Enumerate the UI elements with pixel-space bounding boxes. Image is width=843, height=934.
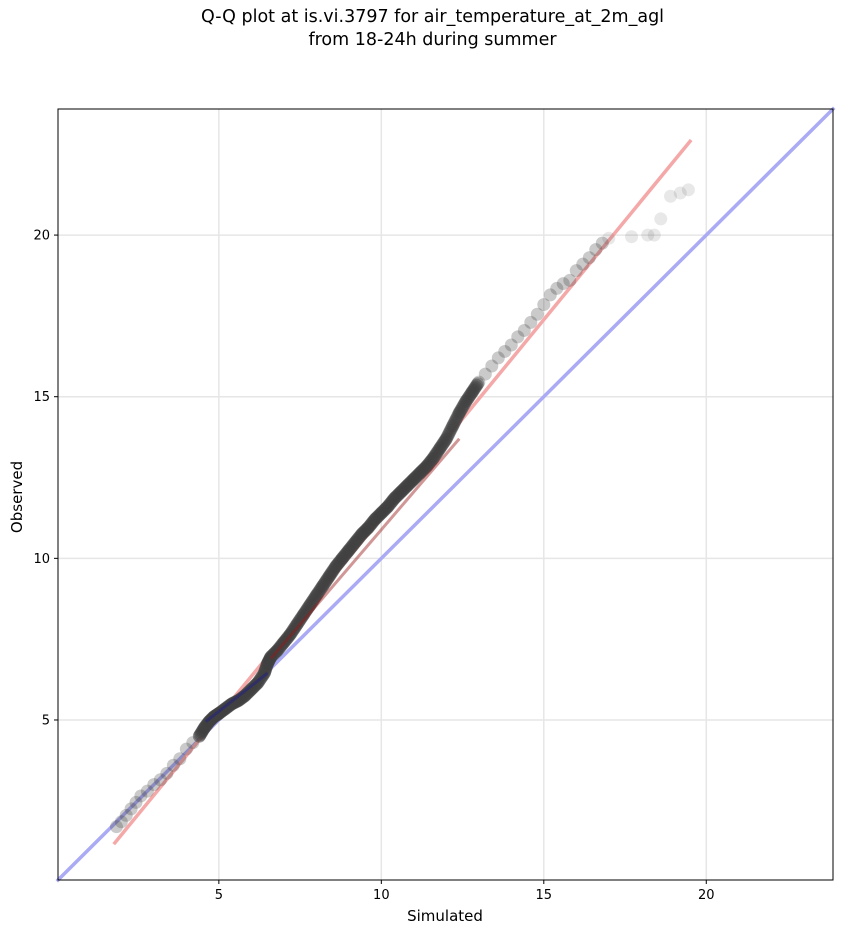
x-tick-label: 15 xyxy=(536,888,553,903)
x-tick-label: 20 xyxy=(698,888,715,903)
data-point xyxy=(569,264,583,278)
data-point xyxy=(109,820,123,834)
data-point xyxy=(664,189,678,203)
data-point xyxy=(316,579,330,593)
grid xyxy=(58,109,833,880)
data-point xyxy=(550,281,564,295)
data-point xyxy=(283,627,297,641)
tint-red xyxy=(269,437,461,660)
data-point xyxy=(114,815,128,829)
data-point xyxy=(472,375,486,389)
data-point xyxy=(530,307,544,321)
data-point xyxy=(654,212,668,226)
y-tick-label: 15 xyxy=(33,390,50,405)
data-point xyxy=(303,598,317,612)
data-point xyxy=(478,367,492,381)
point-overlap-tint xyxy=(204,437,461,723)
y-tick-label: 10 xyxy=(33,552,50,567)
data-point-overlap xyxy=(470,378,484,392)
data-point xyxy=(589,243,603,257)
data-point xyxy=(641,228,655,242)
data-point xyxy=(322,569,336,583)
data-point xyxy=(290,618,304,632)
y-tick-label: 5 xyxy=(42,713,50,728)
data-point xyxy=(166,758,180,772)
tint-blue xyxy=(204,671,269,723)
data-point xyxy=(498,344,512,358)
axis-ticks: 5 10 15 20 5 10 15 20 xyxy=(33,229,714,903)
chart-title-line-2: from 18-24h during summer xyxy=(308,30,557,50)
data-point-overlap xyxy=(447,417,461,431)
data-point xyxy=(439,432,453,446)
data-point-overlap xyxy=(440,430,454,444)
data-point xyxy=(673,186,687,200)
data-point xyxy=(625,230,639,244)
data-point xyxy=(537,298,551,312)
chart-title-line-1: Q-Q plot at is.vi.3797 for air_temperatu… xyxy=(200,7,665,27)
data-point xyxy=(582,251,596,265)
y-axis-label: Observed xyxy=(8,461,26,533)
data-point xyxy=(433,441,447,455)
data-point-overlap xyxy=(466,383,480,397)
chart-title: Q-Q plot at is.vi.3797 for air_temperatu… xyxy=(0,6,843,52)
data-point xyxy=(426,451,440,465)
one-to-one-line xyxy=(55,106,836,883)
data-point xyxy=(504,338,518,352)
data-point-overlap xyxy=(453,404,467,418)
data-point xyxy=(556,277,570,291)
x-tick-label: 10 xyxy=(373,888,390,903)
data-point xyxy=(134,789,148,803)
data-point xyxy=(602,231,616,245)
y-tick-label: 20 xyxy=(33,229,50,244)
data-point xyxy=(511,330,525,344)
data-point xyxy=(153,773,167,787)
data-point-overlap xyxy=(471,377,485,391)
data-point xyxy=(485,359,499,373)
data-point xyxy=(543,288,557,302)
data-point xyxy=(524,315,538,329)
data-point xyxy=(124,802,138,816)
data-point xyxy=(179,742,193,756)
data-point xyxy=(647,228,661,242)
data-point xyxy=(595,236,609,250)
data-points xyxy=(109,183,695,834)
data-point xyxy=(147,778,161,792)
data-point xyxy=(251,676,265,690)
data-point xyxy=(563,273,577,287)
data-point xyxy=(517,323,531,337)
data-point xyxy=(576,257,590,271)
data-point xyxy=(452,406,466,420)
data-point-overlap xyxy=(467,382,481,396)
x-tick-label: 5 xyxy=(215,888,223,903)
data-point xyxy=(140,784,154,798)
x-axis-label: Simulated xyxy=(407,907,483,925)
plot-frame xyxy=(57,108,834,881)
data-point xyxy=(459,395,473,409)
data-point xyxy=(446,419,460,433)
data-point xyxy=(173,752,187,766)
data-point xyxy=(296,608,310,622)
data-point-overlap xyxy=(469,380,483,394)
data-point xyxy=(129,795,143,809)
data-point xyxy=(491,351,505,365)
data-point xyxy=(119,808,133,822)
data-point xyxy=(309,589,323,603)
data-point xyxy=(160,766,174,780)
data-point xyxy=(465,385,479,399)
data-point xyxy=(681,183,695,197)
